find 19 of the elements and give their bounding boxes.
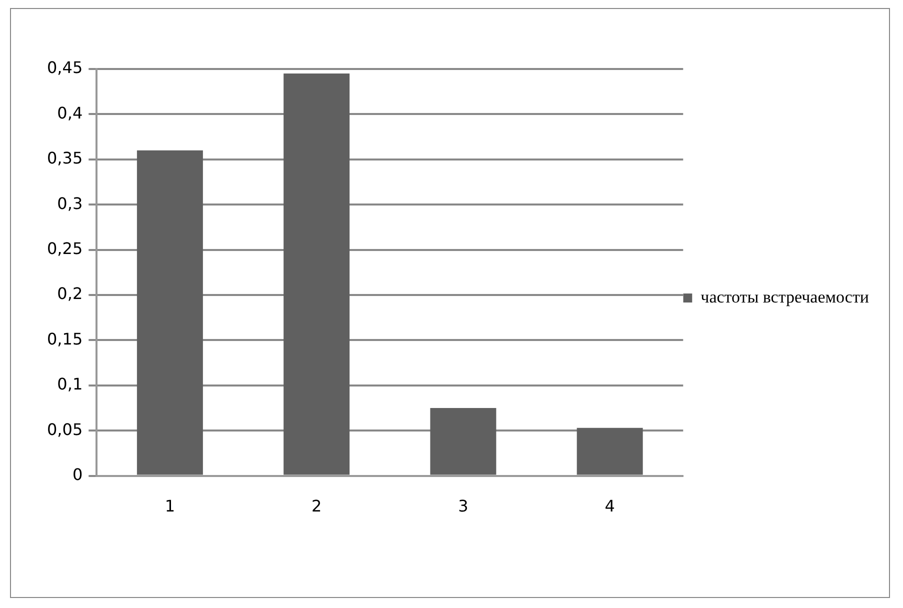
y-tick-label: 0,05	[47, 420, 83, 439]
y-tick-label: 0,3	[57, 194, 83, 213]
bar	[576, 428, 643, 475]
bar	[284, 74, 350, 475]
x-tick-label: 1	[164, 496, 176, 516]
y-tick-label: 0,35	[47, 148, 83, 168]
y-tick-label: 0,1	[57, 374, 83, 394]
x-tick-label: 3	[458, 496, 468, 516]
bar	[430, 408, 496, 475]
x-tick-label: 4	[604, 496, 615, 516]
y-tick-label: 0	[72, 464, 83, 484]
x-tick-label: 2	[311, 496, 322, 516]
y-tick-label: 0,2	[57, 284, 83, 304]
y-tick-label: 0,45	[47, 58, 83, 78]
bar	[136, 150, 203, 475]
y-tick-label: 0,25	[47, 238, 83, 258]
y-tick-label: 0,4	[57, 103, 83, 122]
y-tick-label: 0,15	[47, 329, 83, 348]
legend-label: частоты встречаемости	[700, 287, 870, 306]
